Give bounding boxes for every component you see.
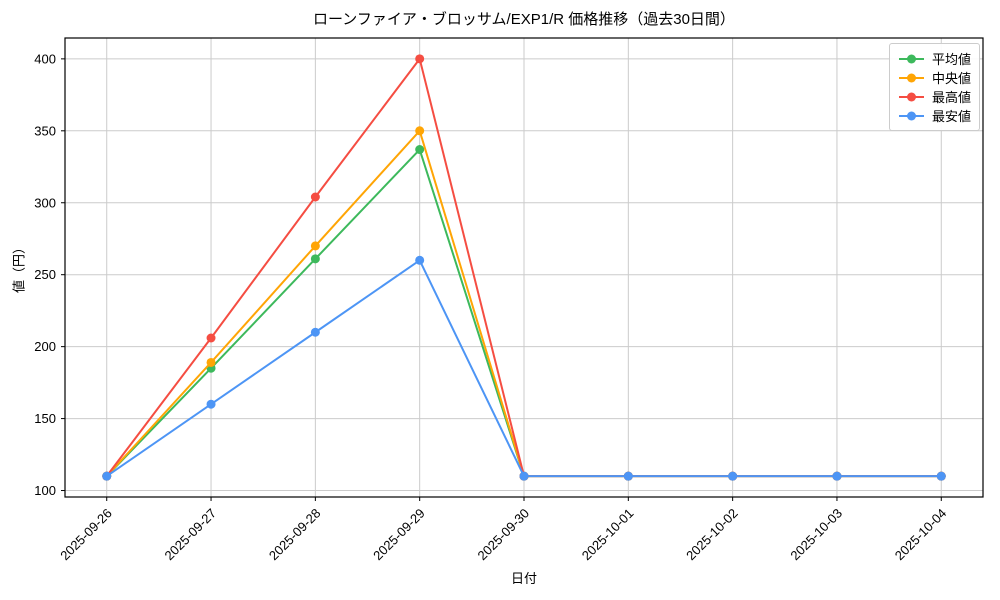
series-marker-mean	[310, 254, 320, 264]
legend-marker-max-icon	[899, 92, 924, 101]
series-marker-min	[832, 471, 842, 481]
series-marker-min	[415, 255, 425, 265]
x-tick-label: 2025-10-01	[579, 506, 637, 564]
legend-marker-min-icon	[899, 111, 924, 120]
y-tick-label: 350	[34, 123, 56, 138]
series-marker-max	[310, 192, 320, 202]
plot-border	[64, 37, 984, 498]
series-marker-min	[310, 327, 320, 337]
x-axis-label: 日付	[510, 571, 537, 586]
series-marker-max	[206, 333, 216, 343]
series-marker-median	[310, 241, 320, 251]
series-marker-min	[519, 471, 529, 481]
x-tick-label: 2025-09-28	[266, 506, 324, 564]
series-marker-mean	[415, 145, 425, 155]
x-tick-label: 2025-10-03	[787, 506, 845, 564]
legend: 平均値中央値最高値最安値	[889, 43, 980, 131]
series-marker-min	[728, 471, 738, 481]
x-tick-label: 2025-09-27	[162, 506, 220, 564]
legend-item-max: 最高値	[898, 87, 972, 106]
series-marker-min	[102, 471, 112, 481]
legend-label-min: 最安値	[932, 109, 972, 124]
legend-item-median: 中央値	[898, 68, 972, 87]
y-tick-label: 300	[34, 195, 56, 210]
series-marker-min	[206, 399, 216, 409]
y-tick-label: 150	[34, 411, 56, 426]
legend-label-mean: 平均値	[932, 52, 972, 67]
series-marker-min	[623, 471, 633, 481]
legend-label-max: 最高値	[932, 90, 972, 105]
series-marker-median	[206, 357, 216, 367]
legend-marker-mean-icon	[899, 54, 924, 63]
legend-label-median: 中央値	[932, 71, 972, 86]
x-tick-label: 2025-09-29	[370, 506, 428, 564]
series-marker-max	[415, 54, 425, 64]
y-tick-label: 250	[34, 267, 56, 282]
y-tick-label: 200	[34, 339, 56, 354]
legend-item-min: 最安値	[898, 106, 972, 125]
chart-title: ローンファイア・ブロッサム/EXP1/R 価格推移（過去30日間）	[313, 11, 735, 28]
y-tick-label: 400	[34, 51, 56, 66]
x-tick-label: 2025-10-02	[683, 506, 741, 564]
legend-marker-median-icon	[899, 73, 924, 82]
series-marker-min	[936, 471, 946, 481]
x-tick-label: 2025-09-30	[474, 506, 532, 564]
series-marker-median	[415, 126, 425, 136]
legend-item-mean: 平均値	[898, 49, 972, 68]
y-tick-label: 100	[34, 483, 56, 498]
x-tick-label: 2025-10-04	[892, 506, 950, 564]
x-tick-label: 2025-09-26	[57, 506, 115, 564]
